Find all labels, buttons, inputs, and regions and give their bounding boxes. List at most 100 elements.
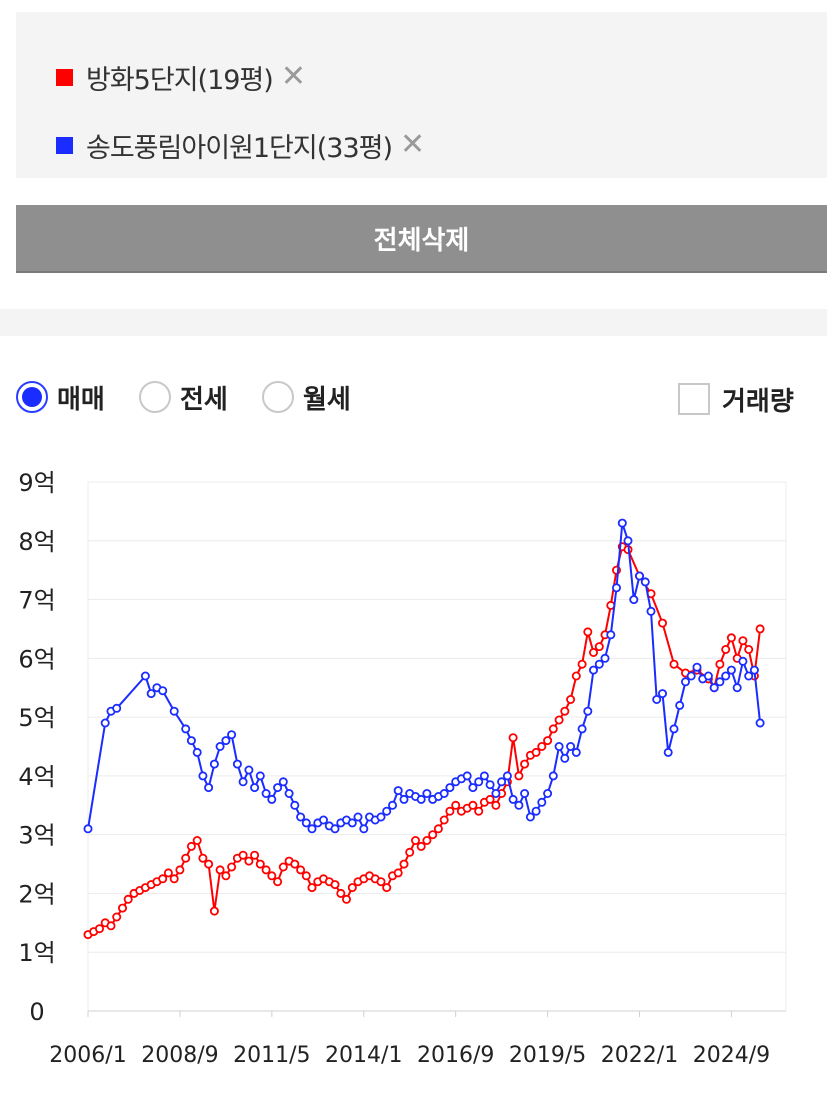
y-tick-label: 5억 [18,704,55,732]
data-point [209,759,219,769]
data-point [175,865,185,875]
data-point [525,812,535,822]
data-point [491,788,501,798]
data-point [284,788,294,798]
data-point [658,618,668,628]
data-point [721,644,731,654]
data-point [451,800,461,810]
data-point [560,706,570,716]
data-point [703,671,713,681]
y-tick-label: 4억 [18,763,55,791]
data-point [267,794,277,804]
data-point [514,771,524,781]
x-tick-label: 2014/1 [325,1043,402,1068]
y-tick-label: 3억 [18,822,55,850]
data-point [227,730,237,740]
data-point [250,783,260,793]
data-point [640,577,650,587]
data-point [537,797,547,807]
tab-label: 월세 [303,384,351,415]
data-point [491,800,501,810]
data-point [514,800,524,810]
data-point [658,689,668,699]
data-point [83,824,93,834]
remove-icon[interactable]: ✕ [280,59,306,94]
data-point [359,824,369,834]
plot-area [87,481,787,1012]
data-point [669,659,679,669]
data-point [749,665,759,675]
data-point [186,841,196,851]
data-point [273,877,283,887]
radio-empty-icon [139,381,171,413]
data-point [715,677,725,687]
data-point [192,835,202,845]
radio-empty-icon [262,381,294,413]
data-point [445,806,455,816]
data-point [531,806,541,816]
data-point [296,865,306,875]
x-tick-label: 2024/9 [693,1043,770,1068]
data-point [112,703,122,713]
data-point [290,800,300,810]
x-tick-label: 2011/5 [233,1043,310,1068]
data-point [474,806,484,816]
data-point [221,736,231,746]
section-divider [0,309,827,336]
data-point [589,647,599,657]
data-point [192,747,202,757]
legend-label: 방화5단지(19평) [86,64,274,96]
tab-monthly-rent-radio[interactable]: 월세 [262,378,351,416]
data-point [669,724,679,734]
y-tick-label: 0 [29,998,44,1026]
data-point [273,783,283,793]
data-point [158,874,168,884]
data-point [566,694,576,704]
data-point [215,865,225,875]
data-point [439,788,449,798]
data-point [221,871,231,881]
y-tick-label: 2억 [18,880,55,908]
data-point [250,850,260,860]
data-point [571,747,581,757]
remove-icon[interactable]: ✕ [400,127,425,162]
data-point [301,871,311,881]
volume-checkbox[interactable]: 거래량 [678,381,794,417]
data-point [267,871,277,881]
checkbox-icon [678,383,710,415]
data-point [744,671,754,681]
data-point [646,606,656,616]
tab-sale-radio[interactable]: 매매 [16,378,105,416]
delete-all-button[interactable]: 전체삭제 [16,205,827,273]
data-point [715,659,725,669]
data-point [106,921,116,931]
data-point [520,788,530,798]
data-point [169,874,179,884]
data-point [606,630,616,640]
tab-jeonse-radio[interactable]: 전세 [139,378,228,416]
data-point [393,868,403,878]
data-point [112,912,122,922]
data-point [577,724,587,734]
data-point [445,783,455,793]
data-point [589,665,599,675]
data-point [244,856,254,866]
data-point [146,689,156,699]
data-point [198,853,208,863]
data-point [594,659,604,669]
data-point [405,847,415,857]
data-point [663,747,673,757]
data-point [566,741,576,751]
data-point [301,818,311,828]
data-point [721,671,731,681]
data-point [227,862,237,872]
series-line-2 [87,522,762,830]
data-point [485,794,495,804]
data-point [439,815,449,825]
data-point [95,924,105,934]
data-point [675,700,685,710]
data-point [318,815,328,825]
data-point [376,877,386,887]
data-point [709,683,719,693]
data-point [485,780,495,790]
